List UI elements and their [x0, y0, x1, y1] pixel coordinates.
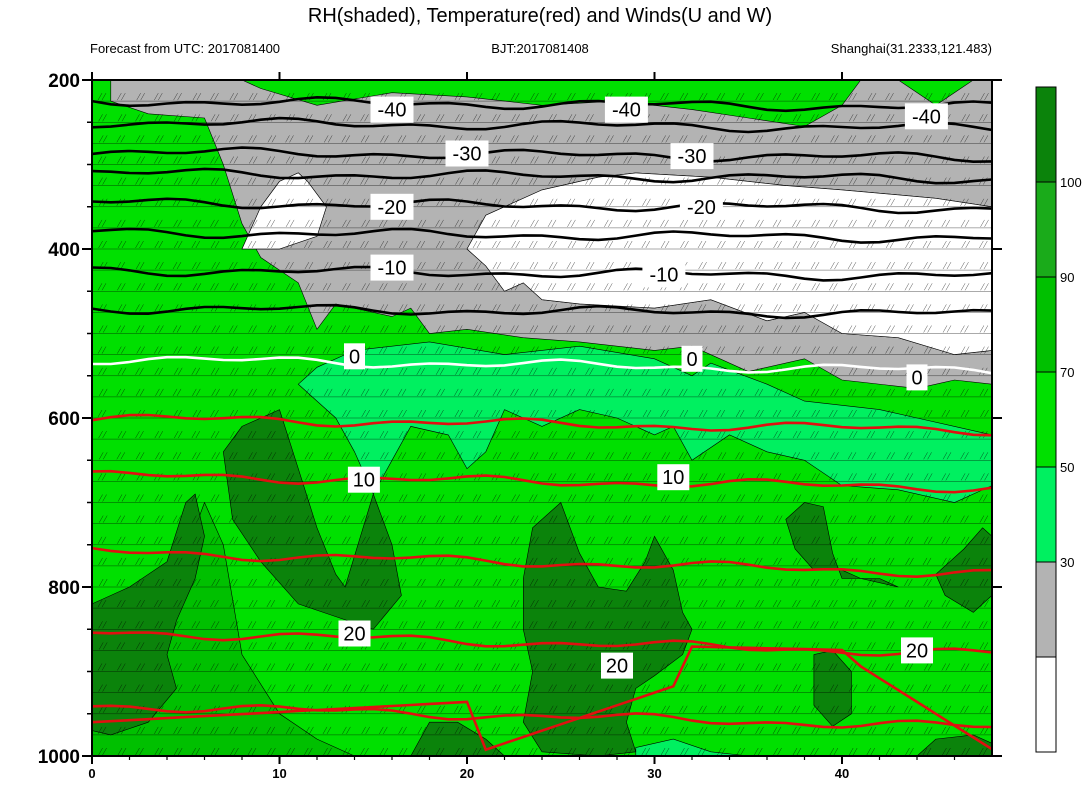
contour-label: -10 [649, 264, 678, 286]
contour-label: 0 [911, 367, 922, 389]
contour-label: 10 [353, 470, 375, 492]
forecast-time-label: Forecast from UTC: 2017081400 [90, 41, 280, 56]
rh-region-gt100 [410, 721, 505, 756]
isotherm-line [92, 355, 992, 375]
contour-label-box [642, 261, 686, 288]
contour-label-box [906, 364, 928, 391]
contour-label-box [445, 140, 489, 167]
rh-region-gt100 [813, 650, 852, 727]
contour-label: -30 [678, 146, 707, 168]
colorbar: 100 90 70 50 30 [1035, 86, 1082, 753]
colorbar-tick-label: 90 [1060, 270, 1074, 285]
contour-label-box [657, 464, 690, 491]
x-tick-label: 20 [460, 766, 474, 781]
isotherm-line [92, 95, 992, 113]
colorbar-swatch [1035, 181, 1057, 278]
isotherm-line [92, 167, 992, 185]
contour-label-box [338, 620, 371, 647]
colorbar-tick-label: 70 [1060, 365, 1074, 380]
isotherm-line [92, 265, 992, 282]
colorbar-tick-label: 50 [1060, 460, 1074, 475]
contour-label-box [604, 96, 648, 123]
x-tick-label: 40 [835, 766, 849, 781]
colorbar-tick-label: 100 [1060, 175, 1082, 190]
contour-label: -30 [453, 144, 482, 166]
isotherm-line [92, 303, 992, 320]
y-tick-label: 600 [48, 409, 80, 430]
contour-label-box [904, 103, 948, 130]
contour-label: 0 [686, 349, 697, 371]
colorbar-swatch [1035, 86, 1057, 183]
contour-labels: -40 -40 -40 -30 -30 -20 -20 -10 -10 0 0 0 10 10 20 20 20 [338, 96, 948, 679]
contour-label: -20 [687, 197, 716, 219]
contour-label: 20 [606, 656, 628, 678]
colorbar-swatch [1035, 371, 1057, 468]
contour-label-box [344, 343, 365, 370]
contour-label: -20 [378, 197, 407, 219]
contour-label-box [681, 345, 703, 372]
isotherm-line [92, 413, 992, 437]
isotherm-line [92, 469, 992, 494]
colorbar-swatch [1035, 656, 1057, 753]
y-tick-label: 400 [48, 240, 80, 261]
contour-label: -10 [378, 258, 407, 280]
contour-label-box [679, 193, 723, 220]
isotherm-line [92, 227, 992, 244]
isotherm-line [92, 703, 992, 729]
contour-label: 20 [906, 640, 928, 662]
contour-label-box [347, 466, 380, 493]
x-tick-label: 30 [647, 766, 661, 781]
colorbar-swatch [1035, 276, 1057, 373]
colorbar-swatch [1035, 466, 1057, 563]
colorbar-tick-label: 30 [1060, 555, 1074, 570]
contour-label-box [370, 96, 414, 123]
location-label: Shanghai(31.2333,121.483) [831, 41, 992, 56]
isotherms [92, 95, 992, 752]
contour-label: -40 [912, 106, 941, 128]
contour-label-box [901, 637, 933, 664]
isotherm-line [92, 116, 992, 134]
x-tick-label: 0 [88, 766, 95, 781]
isotherm-line [92, 546, 992, 579]
colorbar-swatch [1035, 561, 1057, 658]
contour-label-box [670, 143, 714, 170]
rh-region-gt100 [916, 734, 992, 756]
contour-label: -40 [378, 100, 407, 122]
bjt-time-label: BJT:2017081408 [491, 41, 589, 56]
rh-region-lt70 [635, 738, 749, 756]
plot-area: -40 -40 -40 -30 -30 -20 -20 -10 -10 0 0 0 10 10 20 20 20 [92, 80, 992, 756]
y-tick-label: 200 [48, 71, 80, 92]
contour-label-box [601, 652, 633, 679]
contour-label-box [370, 193, 414, 220]
contour-label: 20 [343, 624, 365, 646]
chart-title: RH(shaded), Temperature(red) and Winds(U… [308, 5, 772, 27]
contour-label: 10 [662, 467, 684, 489]
isotherm-line [92, 631, 992, 657]
contour-label: 0 [349, 346, 360, 368]
contour-label-box [370, 254, 414, 281]
contour-label: -40 [612, 100, 641, 122]
isotherm-line [92, 146, 992, 164]
x-tick-label: 10 [272, 766, 286, 781]
y-tick-label: 1000 [38, 747, 80, 768]
y-tick-label: 800 [48, 578, 80, 599]
isotherm-line [92, 645, 992, 752]
isotherm-line [92, 197, 992, 215]
